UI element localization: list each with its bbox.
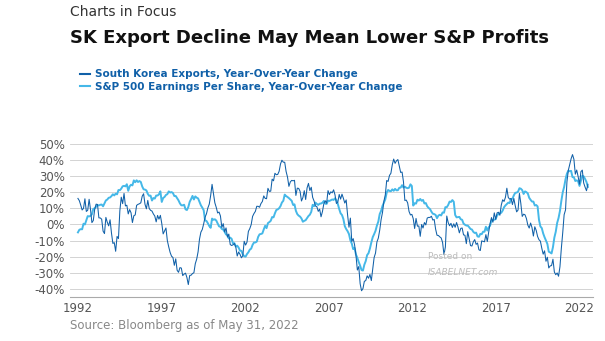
Text: Charts in Focus: Charts in Focus	[70, 5, 176, 19]
Text: Posted on: Posted on	[428, 252, 473, 261]
Text: Source: Bloomberg as of May 31, 2022: Source: Bloomberg as of May 31, 2022	[70, 320, 298, 332]
Legend: South Korea Exports, Year-Over-Year Change, S&P 500 Earnings Per Share, Year-Ove: South Korea Exports, Year-Over-Year Chan…	[80, 70, 402, 92]
Text: SK Export Decline May Mean Lower S&P Profits: SK Export Decline May Mean Lower S&P Pro…	[70, 29, 549, 47]
Text: ISABELNET.com: ISABELNET.com	[428, 268, 499, 277]
